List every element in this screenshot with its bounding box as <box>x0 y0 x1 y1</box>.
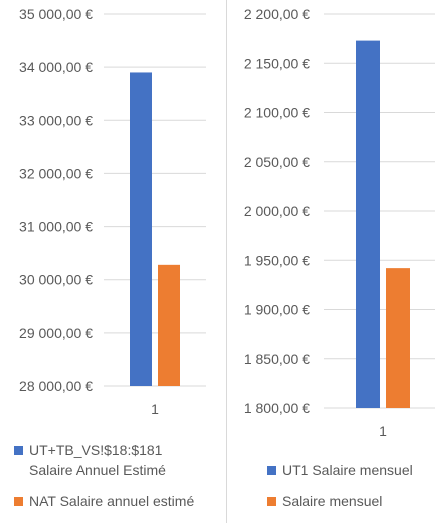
bar-blue <box>356 40 380 408</box>
y-tick-label: 29 000,00 € <box>19 325 93 341</box>
y-tick-label: 32 000,00 € <box>19 165 93 181</box>
legend-swatch-orange <box>14 497 23 506</box>
y-tick-label: 28 000,00 € <box>19 378 93 394</box>
y-tick-label: 2 050,00 € <box>244 154 310 170</box>
y-tick-label: 35 000,00 € <box>19 6 93 22</box>
chart-divider <box>226 0 227 523</box>
x-category-label: 1 <box>379 423 387 439</box>
legend-swatch-blue <box>267 466 276 475</box>
legend-label: UT1 Salaire mensuel <box>282 462 413 478</box>
y-tick-label: 1 850,00 € <box>244 351 310 367</box>
legend-label: Salaire mensuel <box>282 493 383 509</box>
bar-orange <box>386 268 410 408</box>
legend-swatch-orange <box>267 497 276 506</box>
legend-swatch-blue <box>14 446 23 455</box>
legend-item-ut-tb-annual: UT+TB_VS!$18:$181 Salaire Annuel Estimé <box>14 440 219 480</box>
bar-orange <box>158 264 180 386</box>
y-tick-label: 2 000,00 € <box>244 203 310 219</box>
legend-label: UT+TB_VS!$18:$181 Salaire Annuel Estimé <box>29 442 166 478</box>
y-tick-label: 2 150,00 € <box>244 55 310 71</box>
legend-item-ut1-monthly: UT1 Salaire mensuel <box>267 460 437 480</box>
legend-label: NAT Salaire annuel estimé <box>29 493 195 509</box>
y-tick-label: 34 000,00 € <box>19 59 93 75</box>
legend-item-monthly: Salaire mensuel <box>267 491 437 511</box>
x-category-label: 1 <box>151 401 159 417</box>
y-tick-label: 1 900,00 € <box>244 302 310 318</box>
bar-blue <box>130 72 152 386</box>
y-tick-label: 2 200,00 € <box>244 6 310 22</box>
y-tick-label: 30 000,00 € <box>19 272 93 288</box>
legend-item-nat-annual: NAT Salaire annuel estimé <box>14 491 224 511</box>
y-tick-label: 2 100,00 € <box>244 105 310 121</box>
y-tick-label: 1 800,00 € <box>244 400 310 416</box>
y-tick-label: 1 950,00 € <box>244 252 310 268</box>
y-tick-label: 31 000,00 € <box>19 219 93 235</box>
y-tick-label: 33 000,00 € <box>19 112 93 128</box>
